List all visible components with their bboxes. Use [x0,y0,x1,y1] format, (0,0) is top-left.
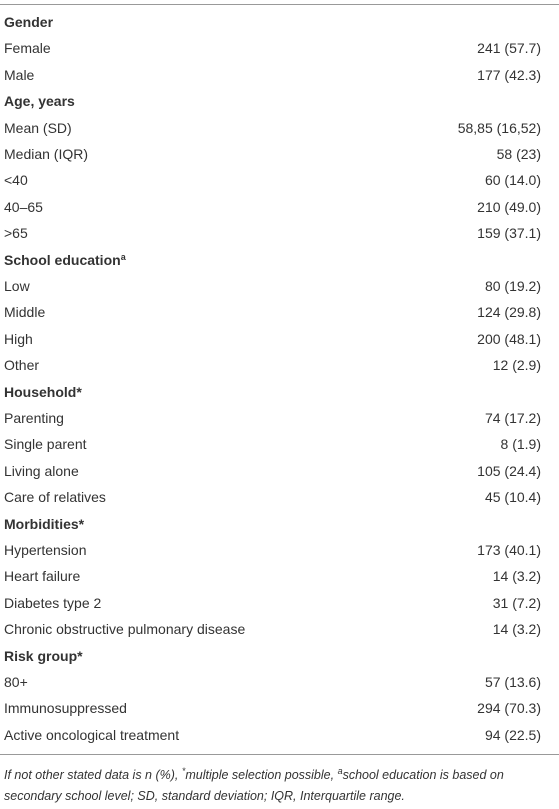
data-row: <40 60 (14.0) [0,167,559,193]
section-title-cell: Household* [4,379,82,405]
data-row: Immunosuppressed 294 (70.3) [0,695,559,721]
row-value: 124 (29.8) [477,304,541,321]
section-title: Risk group* [4,647,83,664]
row-value: 45 (10.4) [484,489,541,506]
row-value: 31 (7.2) [492,594,541,611]
row-label: Other [4,357,40,374]
data-row: Median (IQR) 58 (23) [0,141,559,167]
row-label: Care of relatives [4,489,106,506]
data-row: 80+ 57 (13.6) [0,669,559,695]
row-label: Single parent [4,436,87,453]
section-title-cell: Risk group* [4,643,83,669]
row-label: Female [4,40,51,57]
data-row: Care of relatives 45 (10.4) [0,484,559,510]
row-value: 210 (49.0) [477,198,541,215]
section-note: a [120,251,126,262]
data-row: Male 177 (42.3) [0,62,559,88]
section-row: School educationa [0,247,559,273]
footnote-text: school education is based on secondary s… [4,768,504,803]
data-row: Middle 124 (29.8) [0,299,559,325]
row-value: 58 (23) [496,146,541,162]
row-value: 60 (14.0) [484,172,541,189]
section-row: Gender [0,9,559,35]
row-value: 294 (70.3) [477,700,541,717]
section-title-cell: Age, years [4,88,75,114]
section-row: Household* [0,379,559,405]
row-label: Mean (SD) [4,119,72,136]
row-value: 14 (3.2) [492,568,541,585]
footnote-text: If not other stated data is n (%), [4,768,182,782]
row-label: <40 [4,172,28,189]
data-row: Single parent 8 (1.9) [0,431,559,457]
data-row: Active oncological treatment 94 (22.5) [0,722,559,748]
row-label: Low [4,278,30,294]
section-title: School education [4,251,121,268]
footnote-mark: * [181,766,186,776]
row-value: 74 (17.2) [484,410,541,426]
row-value: 57 (13.6) [484,674,541,690]
section-title-cell: Morbidities* [4,511,84,537]
row-label: >65 [4,225,28,242]
data-row: High 200 (48.1) [0,326,559,352]
row-value: 241 (57.7) [477,40,541,57]
section-title-cell: School educationa [4,247,126,273]
footnote-mark: a [337,766,343,776]
row-value: 12 (2.9) [492,357,541,374]
data-row: Chronic obstructive pulmonary disease 14 … [0,616,559,642]
bottom-rule [0,754,559,755]
footnote: If not other stated data is n (%), *mult… [4,765,549,807]
section-row: Morbidities* [0,511,559,537]
row-label: Immunosuppressed [4,700,127,717]
section-row: Age, years [0,88,559,114]
top-rule [0,4,559,5]
data-row: Parenting 74 (17.2) [0,405,559,431]
section-title: Morbidities* [4,515,85,532]
row-label: Diabetes type 2 [4,594,102,611]
row-label: Heart failure [4,568,81,585]
data-row: Diabetes type 2 31 (7.2) [0,590,559,616]
row-label: 80+ [4,674,28,690]
section-title-cell: Gender [4,9,53,35]
data-row: 40–65 210 (49.0) [0,194,559,220]
row-value: 94 (22.5) [484,726,541,743]
row-value: 173 (40.1) [477,542,541,558]
section-title: Gender [4,14,54,30]
row-label: 40–65 [4,198,43,215]
footnote-text: multiple selection possible, [185,768,338,782]
section-title: Household* [4,383,82,400]
row-label: Male [4,66,35,83]
row-value: 8 (1.9) [500,436,541,453]
data-row: Heart failure 14 (3.2) [0,563,559,589]
row-value: 80 (19.2) [484,278,541,294]
row-value: 200 (48.1) [477,330,541,347]
row-value: 105 (24.4) [477,462,541,479]
row-label: Median (IQR) [4,146,89,162]
data-row: >65 159 (37.1) [0,220,559,246]
row-label: Hypertension [4,542,87,558]
data-row: Mean (SD) 58,85 (16,52) [0,115,559,141]
data-row: Hypertension 173 (40.1) [0,537,559,563]
row-label: High [4,330,33,347]
row-label: Middle [4,304,46,321]
section-row: Risk group* [0,643,559,669]
row-value: 58,85 (16,52) [457,119,541,136]
data-row: Living alone 105 (24.4) [0,458,559,484]
row-value: 159 (37.1) [477,225,541,242]
row-label: Active oncological treatment [4,726,180,743]
row-label: Living alone [4,462,79,479]
section-title: Age, years [4,93,75,110]
row-value: 177 (42.3) [477,66,541,83]
row-label: Parenting [4,410,64,426]
data-row: Female 241 (57.7) [0,35,559,61]
row-value: 14 (3.2) [492,621,541,638]
data-row: Other 12 (2.9) [0,352,559,378]
data-row: Low 80 (19.2) [0,273,559,299]
row-label: Chronic obstructive pulmonary disease [4,621,246,638]
